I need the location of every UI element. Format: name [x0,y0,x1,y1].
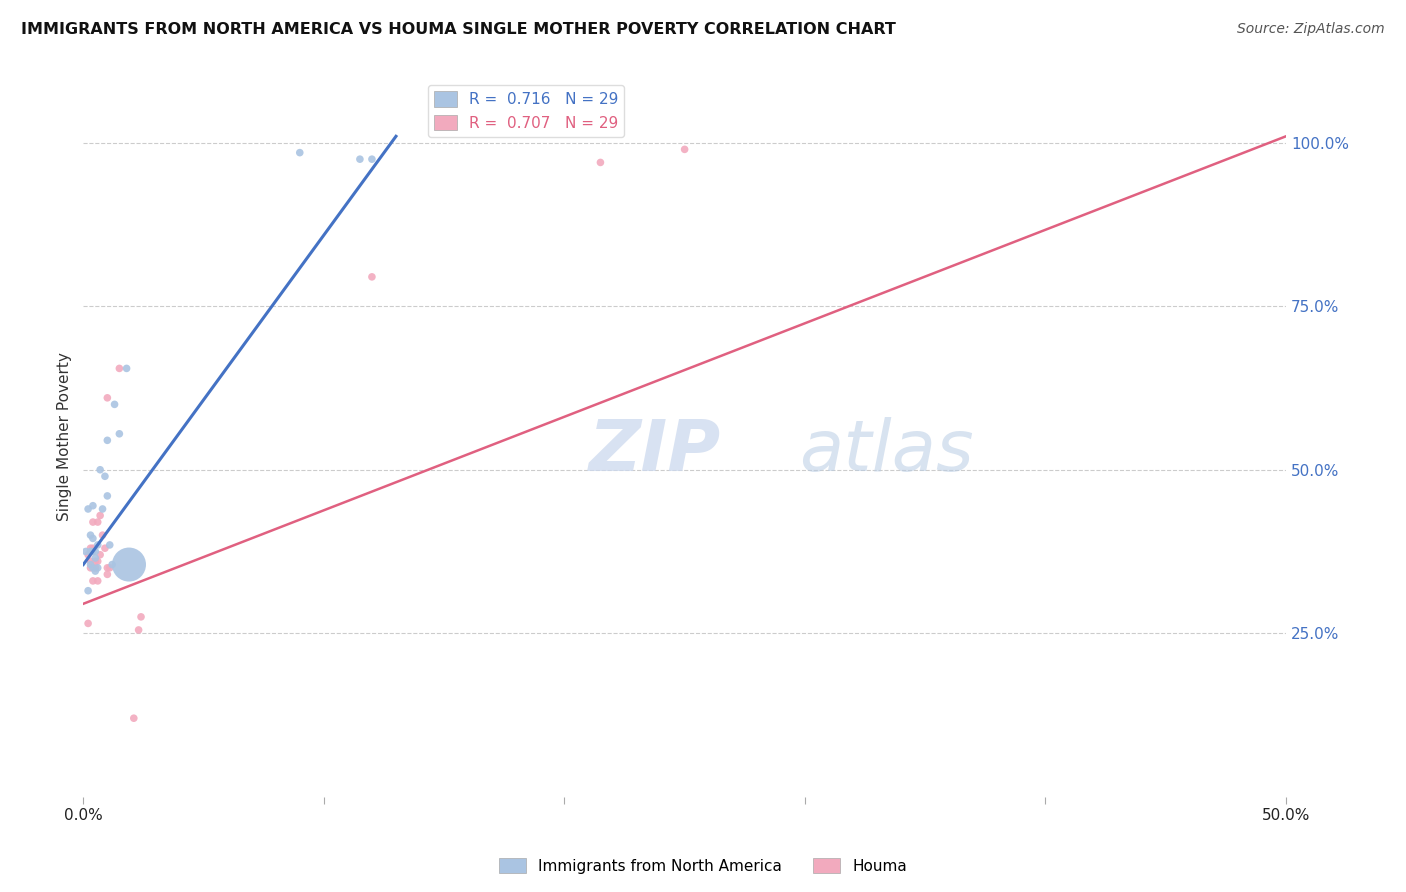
Point [673,142,696,156]
Point [128,623,150,637]
Point [103,397,125,411]
Point [89,548,111,562]
Text: ZIP: ZIP [589,417,721,486]
Point [98,561,121,575]
Point [87,561,110,575]
Point [82,515,104,529]
Point [79,541,101,556]
Point [96,567,118,582]
Point [96,434,118,448]
Point [87,538,110,552]
Point [79,558,101,572]
Point [129,610,152,624]
Point [91,502,114,516]
Point [79,561,101,575]
Point [84,564,107,578]
Point [84,561,107,575]
Point [87,554,110,568]
Point [98,538,121,552]
Point [77,548,100,562]
Point [94,541,117,556]
Point [122,711,145,725]
Point [82,574,104,588]
Point [77,583,100,598]
Point [96,391,118,405]
Legend: R =  0.716   N = 29, R =  0.707   N = 29: R = 0.716 N = 29, R = 0.707 N = 29 [427,85,624,136]
Text: atlas: atlas [799,417,973,486]
Point [82,532,104,546]
Point [75,544,97,558]
Point [101,558,124,572]
Point [84,561,107,575]
Point [87,574,110,588]
Legend: Immigrants from North America, Houma: Immigrants from North America, Houma [492,852,914,880]
Point [84,551,107,566]
Point [96,489,118,503]
Point [79,528,101,542]
Point [108,361,131,376]
Point [118,558,141,572]
Point [79,544,101,558]
Point [361,152,384,166]
Point [82,499,104,513]
Point [349,152,371,166]
Point [84,544,107,558]
Point [82,561,104,575]
Point [94,469,117,483]
Point [77,616,100,631]
Point [89,508,111,523]
Text: Source: ZipAtlas.com: Source: ZipAtlas.com [1237,22,1385,37]
Text: IMMIGRANTS FROM NORTH AMERICA VS HOUMA SINGLE MOTHER POVERTY CORRELATION CHART: IMMIGRANTS FROM NORTH AMERICA VS HOUMA S… [21,22,896,37]
Point [589,155,612,169]
Point [91,528,114,542]
Point [82,544,104,558]
Point [79,554,101,568]
Point [77,502,100,516]
Point [108,426,131,441]
Point [87,515,110,529]
Point [361,269,384,284]
Point [288,145,311,160]
Point [89,463,111,477]
Y-axis label: Single Mother Poverty: Single Mother Poverty [58,352,72,522]
Point [115,361,138,376]
Point [96,561,118,575]
Point [82,541,104,556]
Point [84,554,107,568]
